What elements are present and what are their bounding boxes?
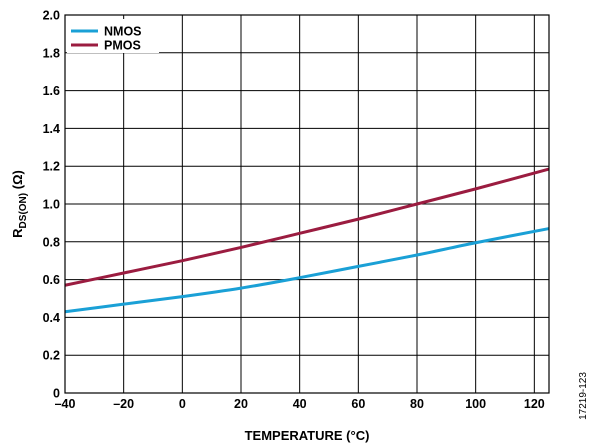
y-tick-label: 1.6: [43, 84, 60, 98]
y-tick-label: 1.0: [43, 198, 60, 212]
y-tick-label: 1.2: [43, 160, 60, 174]
y-tick-label: 1.4: [43, 122, 60, 136]
x-tick-label: –20: [113, 397, 134, 411]
series-layer: [65, 169, 549, 312]
x-tick-label: 100: [465, 397, 486, 411]
y-tick-labels: 0 0.2 0.4 0.6 0.8 1.0 1.2 1.4 1.6 1.8 2.0: [43, 9, 60, 401]
y-tick-label: 2.0: [43, 9, 60, 23]
y-tick-label: 0.4: [43, 311, 60, 325]
y-axis-title-unit: (Ω): [10, 170, 25, 193]
grid: [65, 15, 549, 393]
x-tick-label: 0: [179, 397, 186, 411]
legend-label-pmos: PMOS: [104, 39, 141, 53]
x-tick-label: 40: [293, 397, 307, 411]
legend-label-nmos: NMOS: [104, 25, 142, 39]
y-tick-label: 0.2: [43, 349, 60, 363]
x-axis-title: TEMPERATURE (°C): [245, 428, 370, 443]
x-tick-labels: –40 –20 0 20 40 60 80 100 120: [55, 397, 545, 411]
series-line-pmos: [65, 169, 549, 285]
y-tick-label: 0: [53, 387, 60, 401]
y-axis-title-subscript: DS(ON): [18, 193, 29, 229]
y-tick-label: 0.6: [43, 273, 60, 287]
x-tick-label: 120: [524, 397, 545, 411]
y-tick-label: 1.8: [43, 46, 60, 60]
x-tick-label: 80: [410, 397, 424, 411]
legend: NMOS PMOS: [67, 19, 159, 53]
x-tick-label: 20: [234, 397, 248, 411]
y-axis-title: RDS(ON) (Ω): [10, 170, 29, 238]
y-tick-label: 0.8: [43, 235, 60, 249]
figure-id: 17219-123: [578, 372, 589, 420]
x-tick-label: 60: [351, 397, 365, 411]
